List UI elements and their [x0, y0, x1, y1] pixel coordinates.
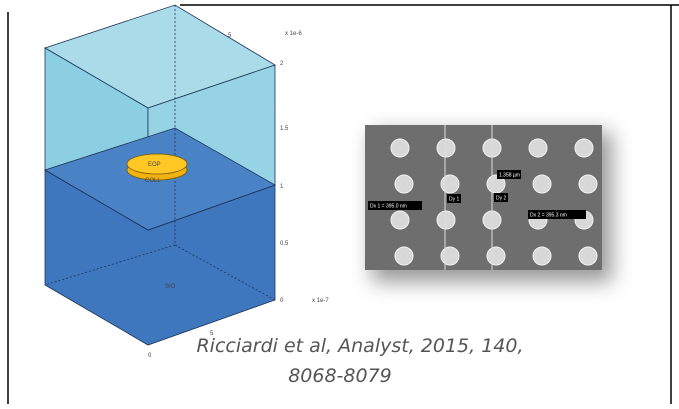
nanodisk: [487, 247, 505, 265]
nanodisk: [529, 139, 547, 157]
nanodisk: [395, 175, 413, 193]
nanodisk: [575, 139, 593, 157]
tick-label: 2: [280, 61, 284, 67]
tick-label: 0.5: [280, 241, 289, 247]
tick-label: 1: [280, 184, 284, 190]
region-label: EOP: [148, 162, 161, 168]
nanodisk: [579, 175, 597, 193]
measure-label: Dx 2 = 395.3 nm: [530, 213, 567, 219]
measure-label: Dy 1: [449, 197, 460, 203]
slide: x 1e-621.510.50x 1e-7505EOPCOLLSIO Dx 1 …: [0, 0, 679, 404]
axis-scale: x 1e-7: [312, 298, 329, 304]
nanodisk: [391, 139, 409, 157]
region-label: SIO: [165, 284, 176, 290]
simulation-box: [45, 5, 275, 345]
nanodisk: [533, 175, 551, 193]
measure-label: Dx 1 = 395.0 nm: [370, 204, 407, 210]
measure-label: 1.358 µm: [499, 173, 520, 179]
nanodisk: [437, 211, 455, 229]
nanodisk: [441, 247, 459, 265]
tick-label: 5: [228, 33, 232, 39]
tick-label: 1.5: [280, 126, 289, 132]
tick-label: 0: [280, 298, 284, 304]
region-label: COLL: [145, 178, 161, 184]
measure-label: Dy 2: [496, 196, 507, 202]
nanodisk: [395, 247, 413, 265]
nanodisk: [441, 175, 459, 193]
nanodisk: [579, 247, 597, 265]
nanodisk: [437, 139, 455, 157]
nanodisk: [391, 211, 409, 229]
axis-scale: x 1e-6: [285, 31, 302, 37]
caption: 8068-8079: [288, 365, 392, 387]
tick-label: 0: [148, 353, 152, 359]
caption: Ricciardi et al, Analyst, 2015, 140,: [196, 335, 523, 357]
nanodisk: [533, 247, 551, 265]
